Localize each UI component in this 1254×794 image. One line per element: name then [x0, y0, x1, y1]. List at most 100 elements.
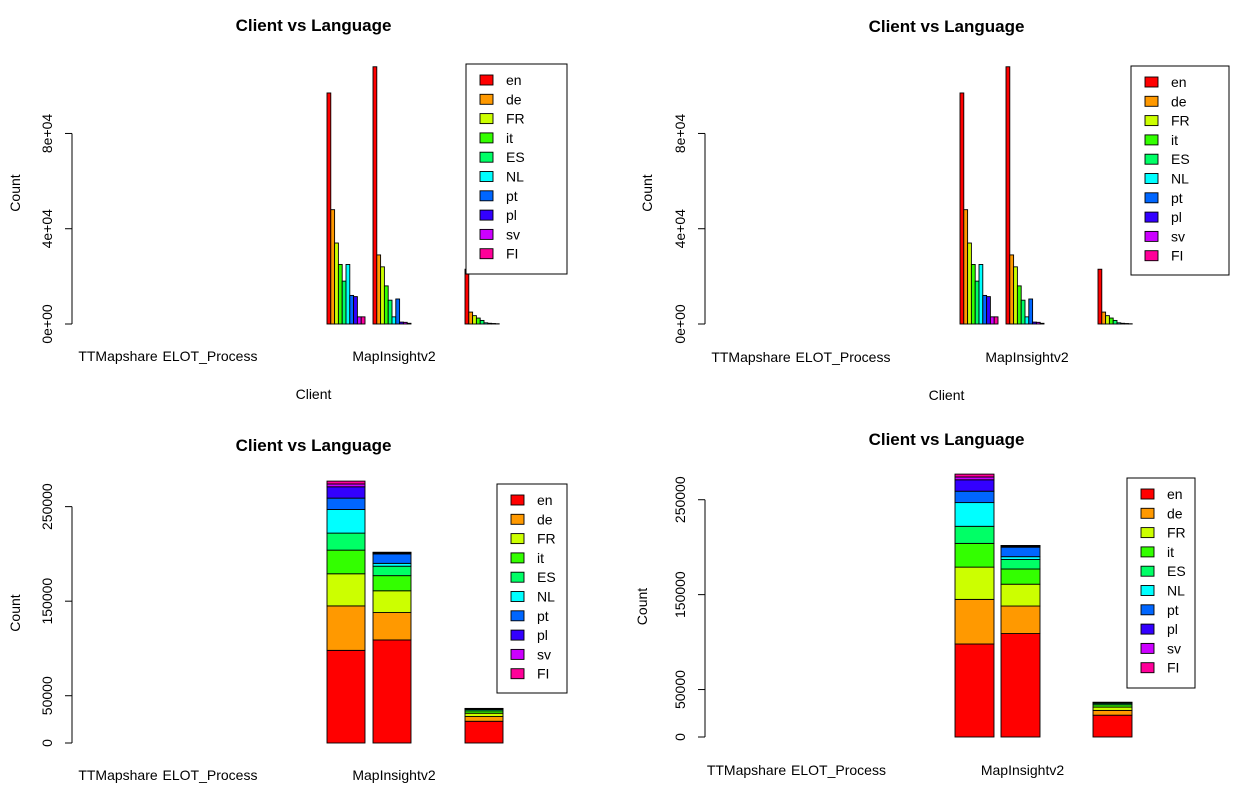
category-label: ELOT_Process [163, 348, 258, 364]
bar-FR [334, 242, 339, 325]
legend-box [496, 483, 568, 694]
y-axis-label: Count [7, 174, 23, 211]
bar-sv [356, 316, 362, 325]
legend-label: pl [506, 207, 517, 223]
chart-title: Client vs Language [869, 17, 1025, 36]
legend-swatch-FR [1140, 527, 1155, 539]
bar-segment-ES [1000, 559, 1041, 570]
legend-swatch-pl [1144, 211, 1159, 223]
legend-label: FI [1171, 248, 1183, 264]
bar-de [468, 311, 474, 325]
y-tick-label: 0e+00 [672, 304, 688, 344]
category-label: MapInsightv2 [985, 349, 1068, 365]
bar-segment-pt [1000, 546, 1041, 558]
bar-segment-pt [326, 497, 366, 510]
bar-de [1009, 254, 1015, 325]
bar-pl [986, 296, 991, 325]
category-label: TTMapshare [711, 349, 791, 365]
y-tick-label: 0e+00 [39, 304, 55, 344]
bar-segment-FR [1092, 706, 1133, 711]
legend-swatch-FI [510, 668, 525, 680]
legend-swatch-de [1140, 507, 1155, 519]
bar-segment-pt [372, 553, 412, 564]
bar-pt [395, 298, 401, 325]
y-tick-label: 0 [39, 739, 55, 747]
bar-sv [402, 321, 408, 325]
bar-ES [974, 280, 980, 325]
bar-segment-de [464, 716, 504, 722]
legend-swatch-FI [479, 248, 494, 260]
legend-label: FI [1167, 660, 1179, 676]
bar-sv [989, 316, 995, 325]
bar-it [383, 285, 389, 325]
legend: en de FR it ES NL pt pl sv FI [465, 63, 568, 275]
legend-swatch-it [510, 552, 525, 564]
legend-swatch-sv [1144, 230, 1159, 242]
bar-pt [487, 322, 493, 325]
y-tick-label: 0 [672, 733, 688, 741]
legend-swatch-sv [510, 648, 525, 660]
x-axis-label: Client [296, 386, 332, 402]
y-axis-label: Count [634, 588, 650, 625]
bar-it [970, 264, 976, 325]
legend-swatch-pl [510, 629, 525, 641]
legend-label: en [506, 72, 522, 88]
category-label: MapInsightv2 [352, 767, 435, 783]
bar-FI [406, 322, 412, 325]
bar-segment-ES [326, 532, 366, 551]
legend-box [1126, 477, 1196, 689]
bar-pt [1028, 298, 1034, 325]
legend-label: ES [506, 149, 525, 165]
legend-label: sv [1171, 228, 1185, 244]
legend-label: NL [506, 169, 524, 185]
y-tick-label: 4e+04 [672, 209, 688, 249]
legend-label: de [1167, 505, 1183, 521]
legend-swatch-pl [479, 209, 494, 221]
legend-swatch-FI [1144, 250, 1159, 262]
legend-swatch-NL [1144, 173, 1159, 184]
bar-segment-it [1000, 568, 1041, 585]
bar-NL [345, 264, 351, 325]
legend-swatch-it [1140, 546, 1155, 558]
legend-swatch-en [510, 494, 525, 506]
bar-en [326, 92, 332, 325]
legend-label: sv [506, 226, 520, 242]
bar-de [376, 254, 382, 325]
bar-ES [1112, 319, 1118, 325]
legend-label: NL [1167, 583, 1185, 599]
bar-segment-it [954, 542, 995, 568]
category-label: MapInsightv2 [352, 348, 435, 364]
bar-segment-ES [372, 565, 412, 577]
y-tick-label: 8e+04 [39, 114, 55, 154]
y-tick-label: 50000 [672, 670, 688, 709]
legend-swatch-FR [479, 113, 494, 125]
bar-segment-de [954, 598, 995, 645]
bar-FR [1013, 266, 1018, 325]
legend: en de FR it ES NL pt pl sv FI [1130, 65, 1230, 276]
chart-title: Client vs Language [236, 16, 392, 35]
bar-pt [982, 294, 988, 325]
legend-label: pl [537, 627, 548, 643]
chart-panel-3: Client vs Language 0 50000 150000 250000 Coun… [7, 436, 568, 783]
bar-segment-pt [954, 490, 995, 504]
category-label: MapInsightv2 [981, 762, 1064, 778]
legend-label: en [537, 492, 553, 508]
bar-segment-NL [326, 509, 366, 534]
y-tick-label: 150000 [672, 571, 688, 618]
bar-en [959, 92, 965, 325]
legend-label: pt [506, 188, 518, 204]
bar-segment-ES [954, 525, 995, 544]
y-axis-label: Count [7, 594, 23, 631]
bar-segment-FI [954, 473, 995, 478]
chart-title: Client vs Language [236, 436, 392, 455]
legend-label: NL [537, 589, 555, 605]
bar-FR [472, 315, 477, 325]
legend-swatch-de [1144, 95, 1159, 107]
bar-segment-FR [464, 712, 504, 717]
legend-swatch-de [510, 513, 525, 525]
bar-segment-de [1000, 605, 1041, 635]
legend-swatch-pt [510, 610, 525, 622]
bar-de [963, 209, 969, 325]
legend-label: it [1167, 544, 1174, 560]
